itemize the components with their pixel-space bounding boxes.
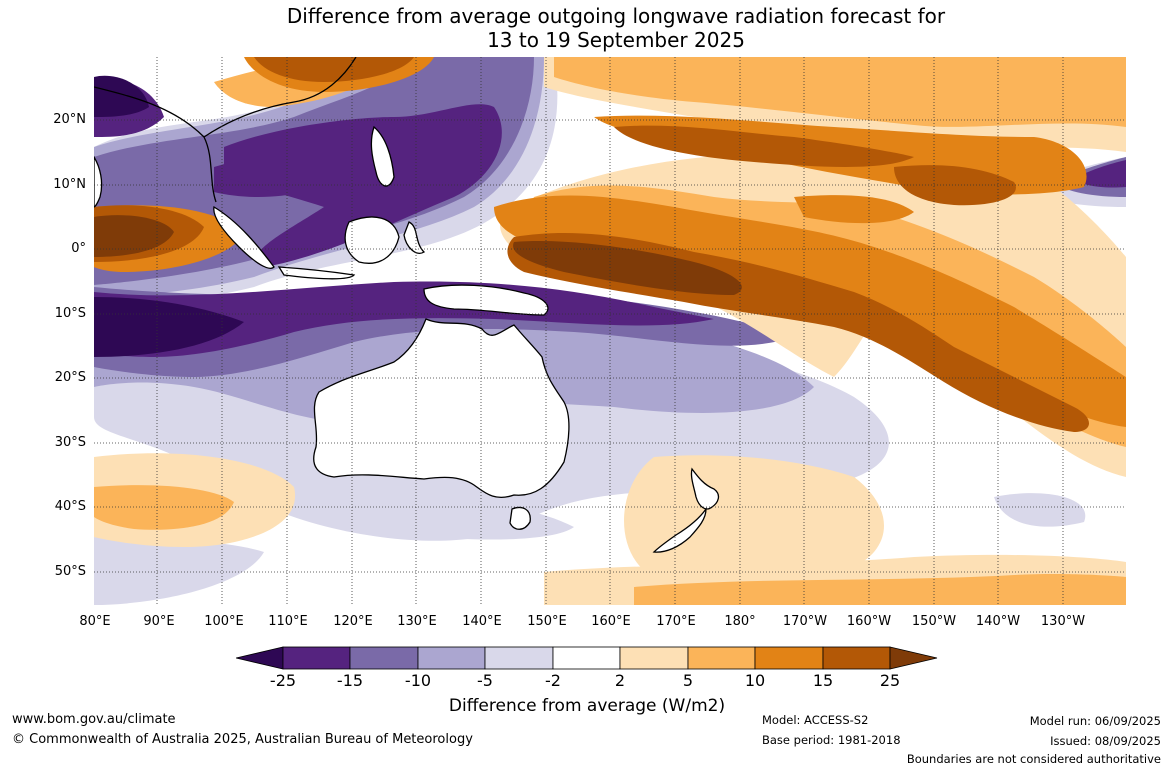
lon-label-170e: 170°E — [656, 614, 696, 629]
map-title: Difference from average outgoing longwav… — [0, 4, 1173, 52]
field-pos-15-b — [614, 125, 914, 167]
colorbar-swatch-9 — [822, 646, 891, 670]
lon-label-140e: 140°E — [462, 614, 502, 629]
model-name: Model: ACCESS-S2 — [762, 713, 869, 727]
colorbar-swatch-3 — [417, 646, 486, 670]
positive-anomaly-fields — [94, 57, 1126, 605]
lon-label-110e: 110°E — [268, 614, 308, 629]
colorbar-tick-1: -15 — [336, 671, 364, 690]
colorbar-swatch-7 — [687, 646, 756, 670]
base-period: Base period: 1981-2018 — [762, 733, 901, 747]
lon-label-90e: 90°E — [143, 614, 175, 629]
field-neg-15-c — [224, 104, 502, 267]
lat-label-20n: 20°N — [53, 112, 86, 127]
lon-label-80e: 80°E — [79, 614, 111, 629]
colorbar — [236, 646, 938, 670]
borneo-coast — [344, 216, 400, 264]
lon-label-130e: 130°E — [397, 614, 437, 629]
lat-label-50s: 50°S — [54, 564, 86, 579]
colorbar-swatch-2 — [349, 646, 419, 670]
field-neg-2-h — [994, 493, 1086, 527]
graticule — [94, 57, 1126, 605]
mainland-asia-coast — [94, 57, 357, 203]
lat-label-10n: 10°N — [53, 177, 86, 192]
lon-label-160e: 160°E — [591, 614, 631, 629]
title-line-1: Difference from average outgoing longwav… — [286, 4, 946, 28]
india-sri-lanka — [94, 155, 103, 208]
lon-label-150e: 150°E — [527, 614, 567, 629]
australia-coast — [313, 318, 570, 499]
lat-label-10s: 10°S — [54, 306, 86, 321]
website-link[interactable]: www.bom.gov.au/climate — [12, 712, 176, 727]
colorbar-swatch-10 — [889, 646, 938, 670]
field-neg-15-f — [1074, 160, 1126, 188]
sumatra-coast — [213, 205, 275, 269]
philippines-coast — [370, 125, 395, 187]
field-neg-25 — [94, 297, 244, 357]
colorbar-swatch-0 — [236, 646, 284, 670]
colorbar-tick-4: -2 — [545, 671, 561, 690]
lat-label-30s: 30°S — [54, 435, 86, 450]
lon-label-170w: 170°W — [782, 614, 828, 629]
colorbar-tick-3: -5 — [477, 671, 493, 690]
colorbar-tick-9: 25 — [879, 671, 901, 690]
lat-label-20s: 20°S — [54, 370, 86, 385]
colorbar-tick-8: 15 — [812, 671, 834, 690]
colorbar-tick-0: -25 — [269, 671, 297, 690]
new-guinea-coast — [423, 284, 549, 316]
colorbar-swatch-1 — [282, 646, 351, 670]
model-run-date: Model run: 06/09/2025 — [1029, 714, 1161, 728]
colorbar-tick-5: 2 — [614, 671, 626, 690]
field-pos-15-c — [894, 165, 1016, 206]
colorbar-tick-6: 5 — [682, 671, 694, 690]
copyright-text: © Commonwealth of Australia 2025, Austra… — [12, 732, 473, 747]
lon-label-140w: 140°W — [975, 614, 1021, 629]
java-coast — [277, 266, 356, 280]
colorbar-swatch-4 — [484, 646, 554, 670]
lon-label-160w: 160°W — [846, 614, 892, 629]
lat-label-0: 0° — [71, 241, 86, 256]
map-canvas — [94, 57, 1126, 605]
lon-label-150w: 150°W — [911, 614, 957, 629]
lon-label-130w: 130°W — [1040, 614, 1086, 629]
colorbar-swatch-5 — [552, 646, 621, 670]
lon-label-120e: 120°E — [333, 614, 373, 629]
field-pos-10-d — [794, 195, 914, 224]
field-pos-5-c — [94, 485, 234, 530]
lon-label-180: 180° — [724, 614, 756, 629]
colorbar-swatch-8 — [754, 646, 824, 670]
colorbar-tick-7: 10 — [744, 671, 766, 690]
field-neg-2-i — [94, 537, 264, 605]
sulawesi-coast — [403, 221, 426, 254]
field-pos-2-d — [624, 455, 884, 580]
field-neg-2-g — [404, 503, 574, 540]
boundaries-disclaimer: Boundaries are not considered authoritat… — [906, 752, 1161, 766]
field-pos-25-b — [513, 241, 742, 295]
new-zealand-south — [652, 506, 707, 553]
field-pos-5-b — [554, 57, 1126, 127]
issued-date: Issued: 08/09/2025 — [1050, 734, 1161, 748]
colorbar-tick-2: -10 — [404, 671, 432, 690]
field-neg-25-b — [94, 75, 149, 117]
coastlines — [94, 57, 720, 553]
colorbar-swatch-6 — [619, 646, 689, 670]
field-pos-5-d — [634, 574, 1126, 605]
field-neg-15 — [94, 281, 714, 357]
field-pos-25 — [94, 215, 174, 257]
title-line-2: 13 to 19 September 2025 — [487, 28, 745, 52]
lon-label-100e: 100°E — [204, 614, 244, 629]
tasmania-coast — [509, 506, 531, 530]
colorbar-title: Difference from average (W/m2) — [448, 696, 726, 716]
field-pos-15-e — [254, 57, 414, 82]
lat-label-40s: 40°S — [54, 499, 86, 514]
olr-anomaly-map — [94, 57, 1126, 605]
